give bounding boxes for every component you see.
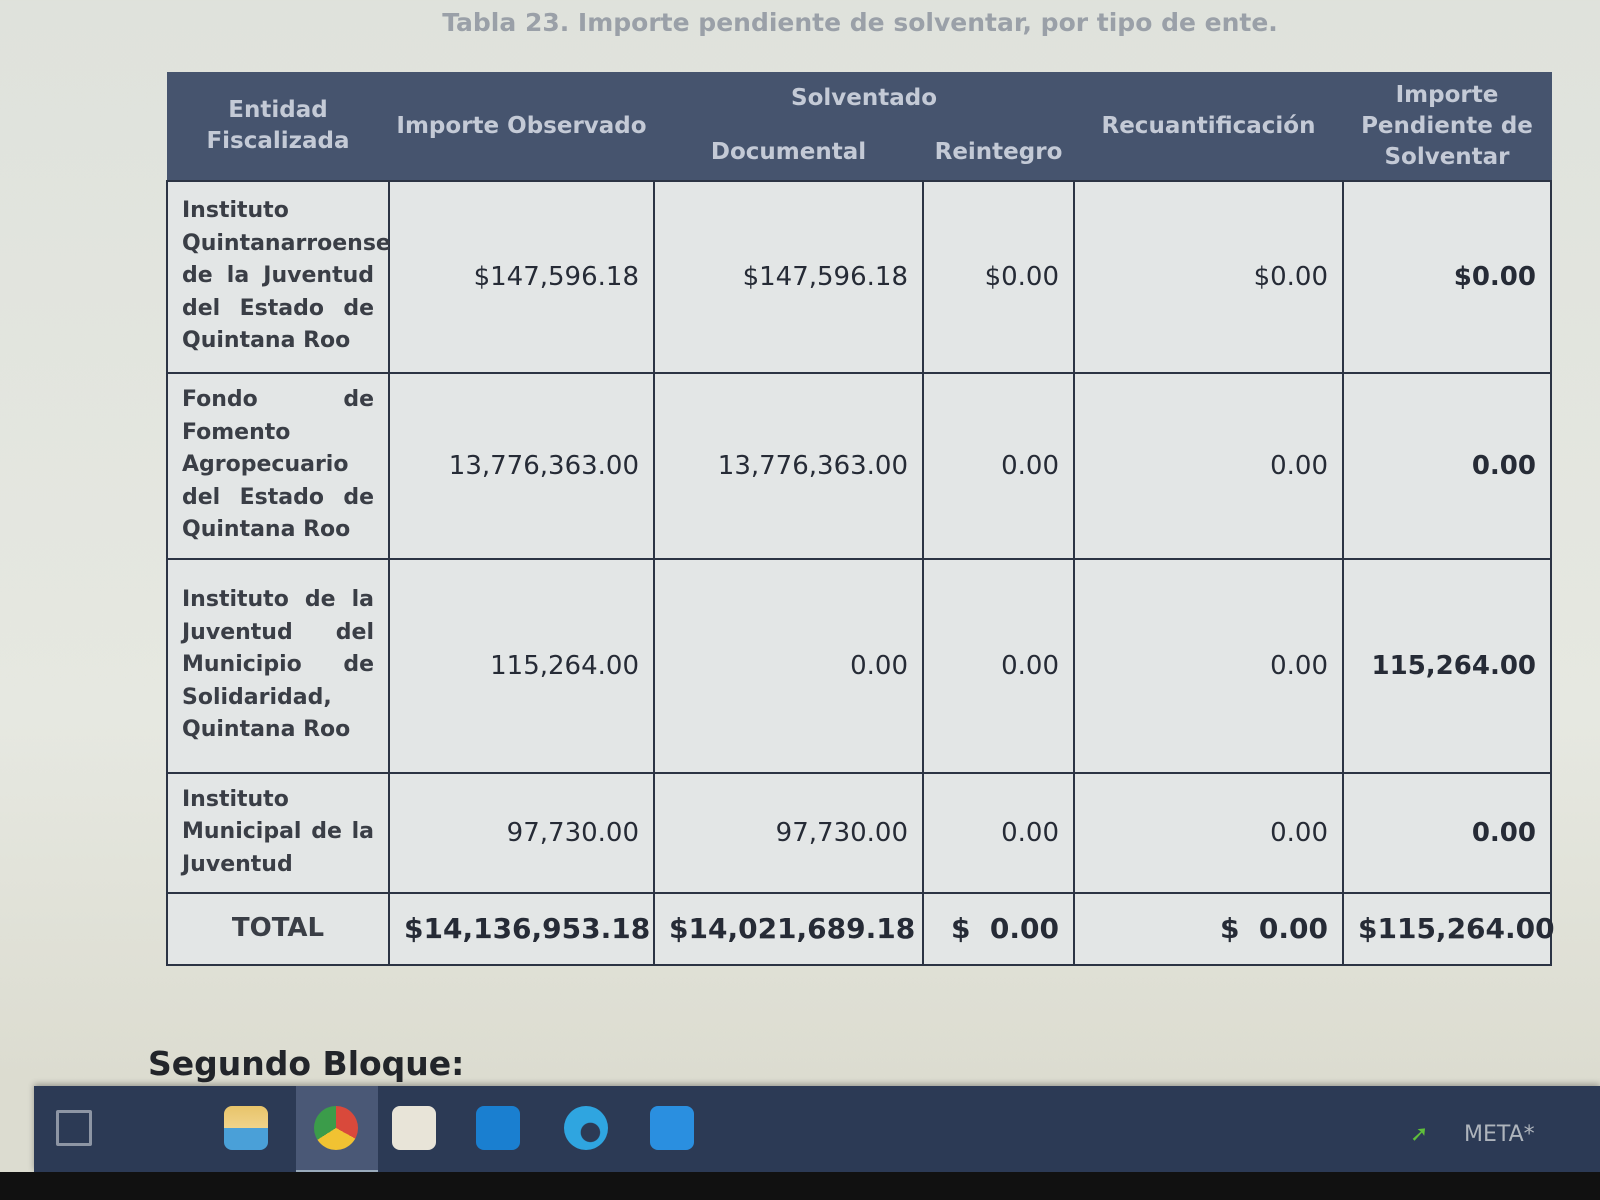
pending-amount-table: Entidad Fiscalizada Importe Observado So… bbox=[166, 72, 1555, 966]
header-pendiente: Importe Pendiente de Solventar bbox=[1342, 72, 1552, 181]
header-reintegro: Reintegro bbox=[922, 124, 1075, 181]
total-documental: $14,021,689.18 bbox=[653, 891, 924, 966]
total-entidad: TOTAL bbox=[166, 891, 390, 966]
header-entidad: Entidad Fiscalizada bbox=[166, 72, 390, 181]
cell-pendiente: 0.00 bbox=[1342, 771, 1552, 894]
cell-reintegro: $0.00 bbox=[922, 179, 1075, 374]
header-observado: Importe Observado bbox=[388, 72, 655, 181]
cell-documental: $147,596.18 bbox=[653, 179, 924, 374]
table-row: Instituto de la Juventud del Municipio d… bbox=[166, 557, 1552, 774]
cell-recuantificacion: 0.00 bbox=[1073, 371, 1344, 560]
header-recuantificacion: Recuantificación bbox=[1073, 72, 1344, 181]
cell-reintegro: 0.00 bbox=[922, 557, 1075, 774]
taskbar: ➚ META* bbox=[34, 1086, 1600, 1173]
cell-observado: 115,264.00 bbox=[388, 557, 655, 774]
chrome-icon[interactable] bbox=[314, 1106, 358, 1150]
total-row: TOTAL $14,136,953.18 $14,021,689.18 $ 0.00 $… bbox=[166, 891, 1555, 966]
header-solventado: Solventado bbox=[653, 72, 1075, 125]
header-documental: Documental bbox=[653, 124, 924, 181]
cell-recuantificacion: $0.00 bbox=[1073, 179, 1344, 374]
edge-icon[interactable] bbox=[564, 1106, 608, 1150]
cell-entidad: Instituto de la Juventud del Municipio d… bbox=[166, 557, 390, 774]
file-explorer-icon[interactable] bbox=[224, 1106, 268, 1150]
cell-reintegro: 0.00 bbox=[922, 771, 1075, 894]
total-pendiente: $115,264.00 bbox=[1342, 891, 1555, 966]
table-caption: Tabla 23. Importe pendiente de solventar… bbox=[442, 8, 1278, 37]
cell-entidad: Instituto Quintanarroense de la Juventud… bbox=[166, 179, 391, 374]
table-row: Instituto Municipal de la Juventud 97,730… bbox=[166, 771, 1552, 894]
cell-documental: 13,776,363.00 bbox=[653, 371, 924, 560]
table-row: Instituto Quintanarroense de la Juventud… bbox=[166, 179, 1552, 374]
cell-observado: $147,596.18 bbox=[388, 179, 655, 374]
task-view-icon[interactable] bbox=[56, 1110, 92, 1146]
cell-entidad: Fondo de Fomento Agropecuario del Estado… bbox=[166, 371, 390, 560]
cell-pendiente: 0.00 bbox=[1342, 371, 1552, 560]
cell-reintegro: 0.00 bbox=[922, 371, 1075, 560]
cell-pendiente: 115,264.00 bbox=[1342, 557, 1552, 774]
screen-bezel bbox=[0, 1172, 1600, 1200]
cell-entidad: Instituto Municipal de la Juventud bbox=[166, 771, 390, 894]
cell-documental: 97,730.00 bbox=[653, 771, 924, 894]
total-observado: $14,136,953.18 bbox=[388, 891, 655, 966]
table-row: Fondo de Fomento Agropecuario del Estado… bbox=[166, 371, 1552, 560]
cell-observado: 97,730.00 bbox=[388, 771, 655, 894]
outlook-new-icon[interactable] bbox=[650, 1106, 694, 1150]
tray-label[interactable]: META* bbox=[1464, 1122, 1535, 1147]
cell-recuantificacion: 0.00 bbox=[1073, 771, 1344, 894]
total-reintegro: $ 0.00 bbox=[922, 891, 1075, 966]
meta-arrow-icon: ➚ bbox=[1410, 1122, 1429, 1147]
outlook-icon[interactable] bbox=[476, 1106, 520, 1150]
cell-observado: 13,776,363.00 bbox=[388, 371, 655, 560]
section-heading: Segundo Bloque: bbox=[148, 1044, 465, 1083]
cell-pendiente: $0.00 bbox=[1342, 179, 1552, 374]
cell-documental: 0.00 bbox=[653, 557, 924, 774]
cell-recuantificacion: 0.00 bbox=[1073, 557, 1344, 774]
total-recuantificacion: $ 0.00 bbox=[1073, 891, 1344, 966]
microsoft-store-icon[interactable] bbox=[392, 1106, 436, 1150]
